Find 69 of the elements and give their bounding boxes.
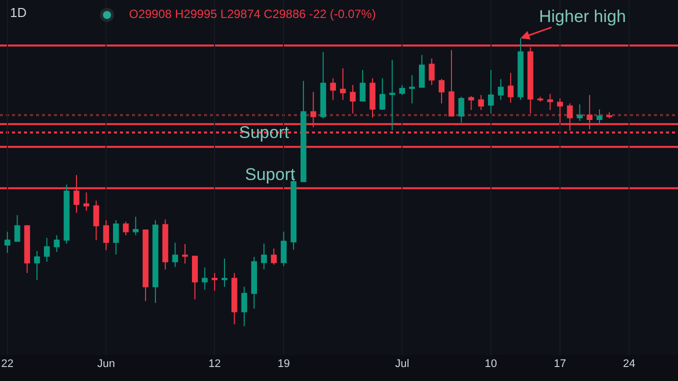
candlestick bbox=[14, 214, 20, 242]
candlestick bbox=[399, 84, 406, 96]
candlestick bbox=[122, 221, 129, 236]
candlestick bbox=[379, 78, 386, 110]
candlestick bbox=[182, 244, 188, 264]
x-tick-label: 12 bbox=[208, 358, 221, 370]
annotation: Suport bbox=[239, 123, 290, 142]
candlestick bbox=[547, 93, 554, 110]
ref-line-label: Suport bbox=[245, 165, 296, 184]
candlestick bbox=[251, 256, 258, 310]
candlestick bbox=[34, 250, 40, 281]
candlestick bbox=[340, 68, 346, 100]
candlestick bbox=[370, 78, 376, 118]
candlestick bbox=[93, 200, 100, 241]
candlestick bbox=[478, 94, 484, 110]
candlestick bbox=[488, 69, 494, 114]
x-tick-label: 19 bbox=[278, 358, 290, 370]
candlestick bbox=[280, 231, 287, 267]
candlestick bbox=[389, 59, 396, 131]
candlestick bbox=[192, 256, 198, 300]
candlestick bbox=[132, 216, 139, 236]
candlestick bbox=[261, 243, 267, 270]
candlestick bbox=[508, 72, 514, 104]
candlestick bbox=[498, 78, 504, 100]
candlestick bbox=[54, 234, 60, 252]
candlestick bbox=[270, 248, 277, 266]
candlestick bbox=[231, 272, 238, 325]
candlestick bbox=[222, 258, 228, 288]
x-tick-label: 10 bbox=[484, 358, 498, 370]
candlestick bbox=[360, 69, 366, 102]
candlestick bbox=[103, 220, 109, 251]
candlestick bbox=[212, 272, 218, 292]
candlestick bbox=[44, 237, 50, 262]
candlestick bbox=[468, 96, 474, 110]
text: O29908 H29995 L29874 C29886 -22 (-0.07%) bbox=[129, 7, 376, 21]
candlestick bbox=[83, 192, 90, 212]
candlestick bbox=[162, 218, 168, 270]
candlestick bbox=[152, 220, 158, 304]
candlestick bbox=[320, 51, 326, 119]
candlestick bbox=[142, 228, 148, 302]
chart-subtitle: 1D bbox=[10, 5, 27, 20]
x-tick-label: 17 bbox=[554, 358, 566, 370]
x-tick-label: 24 bbox=[622, 358, 636, 370]
candlestick bbox=[202, 266, 208, 290]
candlestick bbox=[576, 104, 583, 122]
candlestick bbox=[350, 84, 356, 114]
candlestick bbox=[113, 220, 119, 256]
candlestick bbox=[557, 98, 563, 124]
x-tick-label: Jun bbox=[97, 358, 115, 370]
x-tick-label: Jul bbox=[395, 358, 410, 370]
candlestick bbox=[596, 108, 602, 124]
candlestick bbox=[458, 96, 464, 124]
candlestick bbox=[448, 50, 454, 117]
candlestick bbox=[409, 74, 415, 104]
candlestick bbox=[4, 231, 10, 254]
candlestick bbox=[438, 78, 444, 104]
candlestick bbox=[241, 286, 248, 327]
candlestick bbox=[428, 58, 435, 86]
candlestick bbox=[606, 112, 612, 119]
candlestick bbox=[330, 78, 336, 100]
candlestick bbox=[537, 96, 544, 102]
candlestick bbox=[518, 38, 524, 100]
candlestick bbox=[300, 80, 306, 182]
candlestick bbox=[24, 224, 30, 274]
candlestick bbox=[172, 242, 178, 268]
annotation: Higher high bbox=[539, 7, 626, 26]
x-tick-label: 22 bbox=[1, 358, 14, 370]
candlestick bbox=[418, 54, 425, 88]
candlestick bbox=[64, 184, 70, 244]
